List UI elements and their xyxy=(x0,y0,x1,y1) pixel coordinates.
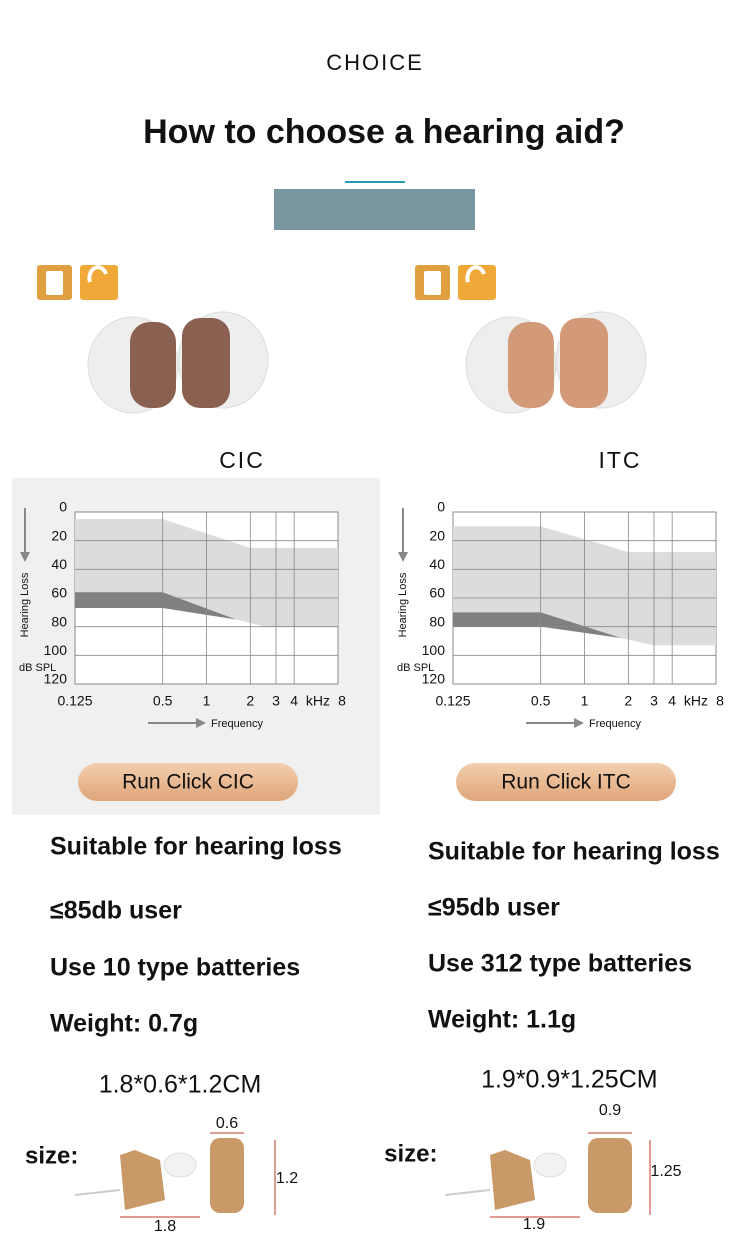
feature: Suitable for hearing loss xyxy=(50,833,342,861)
x-axis-label: Frequency xyxy=(589,718,641,730)
measure-label: 1.2 xyxy=(276,1170,298,1187)
feature: ≤85db user xyxy=(50,897,182,925)
banner-block xyxy=(274,189,475,230)
y-tick-label: 60 xyxy=(429,585,445,601)
y-arrow-head xyxy=(20,552,30,562)
x-tick-label: 4 xyxy=(290,693,298,709)
product-face xyxy=(130,322,176,408)
icon xyxy=(80,265,118,300)
x-tick-label: 3 xyxy=(272,693,280,709)
x-tick-label: 0.125 xyxy=(57,693,92,709)
y-tick-label: 100 xyxy=(44,642,68,658)
loss-band xyxy=(453,612,622,639)
x-tick-label: 2 xyxy=(624,693,632,709)
measure-label: 1.8 xyxy=(154,1218,176,1235)
x-tick-label: 8 xyxy=(338,693,346,709)
x-tick-label: 0.5 xyxy=(153,693,173,709)
x-tick-label: 0.125 xyxy=(435,693,470,709)
icon xyxy=(458,265,496,300)
feature: Weight: 0.7g xyxy=(50,1010,198,1038)
device-side xyxy=(490,1150,535,1210)
product-name: CIC xyxy=(219,447,265,473)
device-tip xyxy=(163,1152,197,1178)
size-label: size: xyxy=(25,1142,78,1169)
device-tip xyxy=(533,1152,567,1178)
product-face xyxy=(560,318,608,408)
y-tick-label: 40 xyxy=(429,556,445,572)
y-tick-label: 20 xyxy=(51,527,67,543)
feature: Weight: 1.1g xyxy=(428,1006,576,1034)
y-axis-label: Hearing Loss xyxy=(397,572,409,637)
kicker: CHOICE xyxy=(326,50,424,75)
loss-band xyxy=(75,592,237,620)
product-face xyxy=(508,322,554,408)
device-front xyxy=(588,1138,632,1213)
x-tick-label: 1 xyxy=(203,693,211,709)
icon-inner xyxy=(87,265,108,283)
page-title: How to choose a hearing aid? xyxy=(143,113,625,151)
measure-label: 1.25 xyxy=(650,1163,681,1180)
y-tick-label: 120 xyxy=(44,671,68,687)
y-arrow-head xyxy=(398,552,408,562)
button-label: Run Click ITC xyxy=(501,771,631,794)
x-tick-label: 2 xyxy=(246,693,254,709)
x-unit: kHz xyxy=(306,693,330,709)
icon-inner xyxy=(465,265,486,283)
x-tick-label: 1 xyxy=(581,693,589,709)
y-tick-label: 20 xyxy=(429,527,445,543)
icon-inner xyxy=(424,271,441,295)
x-arrow-head xyxy=(574,718,584,728)
size-label: size: xyxy=(384,1140,437,1167)
x-unit: kHz xyxy=(684,693,708,709)
dimensions: 1.9*0.9*1.25CM xyxy=(481,1066,658,1094)
action-button[interactable] xyxy=(456,763,676,801)
dimensions: 1.8*0.6*1.2CM xyxy=(99,1071,262,1099)
feature: Use 312 type batteries xyxy=(428,950,692,978)
y-axis-label: Hearing Loss xyxy=(19,572,31,637)
x-tick-label: 0.5 xyxy=(531,693,551,709)
y-tick-label: 100 xyxy=(422,642,446,658)
y-tick-label: 0 xyxy=(437,499,445,515)
device-wire xyxy=(74,1189,121,1196)
product-name: ITC xyxy=(598,447,641,473)
icon-inner xyxy=(46,271,63,295)
measure-label: 0.9 xyxy=(599,1102,621,1119)
measure-label: 0.6 xyxy=(216,1115,238,1132)
x-tick-label: 8 xyxy=(716,693,724,709)
y-unit: dB SPL xyxy=(19,662,56,674)
button-label: Run Click CIC xyxy=(122,771,254,794)
x-tick-label: 3 xyxy=(650,693,658,709)
y-tick-label: 80 xyxy=(51,613,67,629)
x-tick-label: 4 xyxy=(668,693,676,709)
y-tick-label: 60 xyxy=(51,585,67,601)
device-front xyxy=(210,1138,244,1213)
y-tick-label: 80 xyxy=(429,613,445,629)
x-arrow-head xyxy=(196,718,206,728)
feature: ≤95db user xyxy=(428,894,560,922)
product-face xyxy=(182,318,230,408)
y-tick-label: 120 xyxy=(422,671,446,687)
y-unit: dB SPL xyxy=(397,662,434,674)
feature: Use 10 type batteries xyxy=(50,954,300,982)
x-axis-label: Frequency xyxy=(211,718,263,730)
device-side xyxy=(120,1150,165,1210)
feature: Suitable for hearing loss xyxy=(428,838,720,866)
device-wire xyxy=(444,1189,491,1196)
action-button[interactable] xyxy=(78,763,298,801)
y-tick-label: 40 xyxy=(51,556,67,572)
measure-label: 1.9 xyxy=(523,1216,545,1233)
y-tick-label: 0 xyxy=(59,499,67,515)
